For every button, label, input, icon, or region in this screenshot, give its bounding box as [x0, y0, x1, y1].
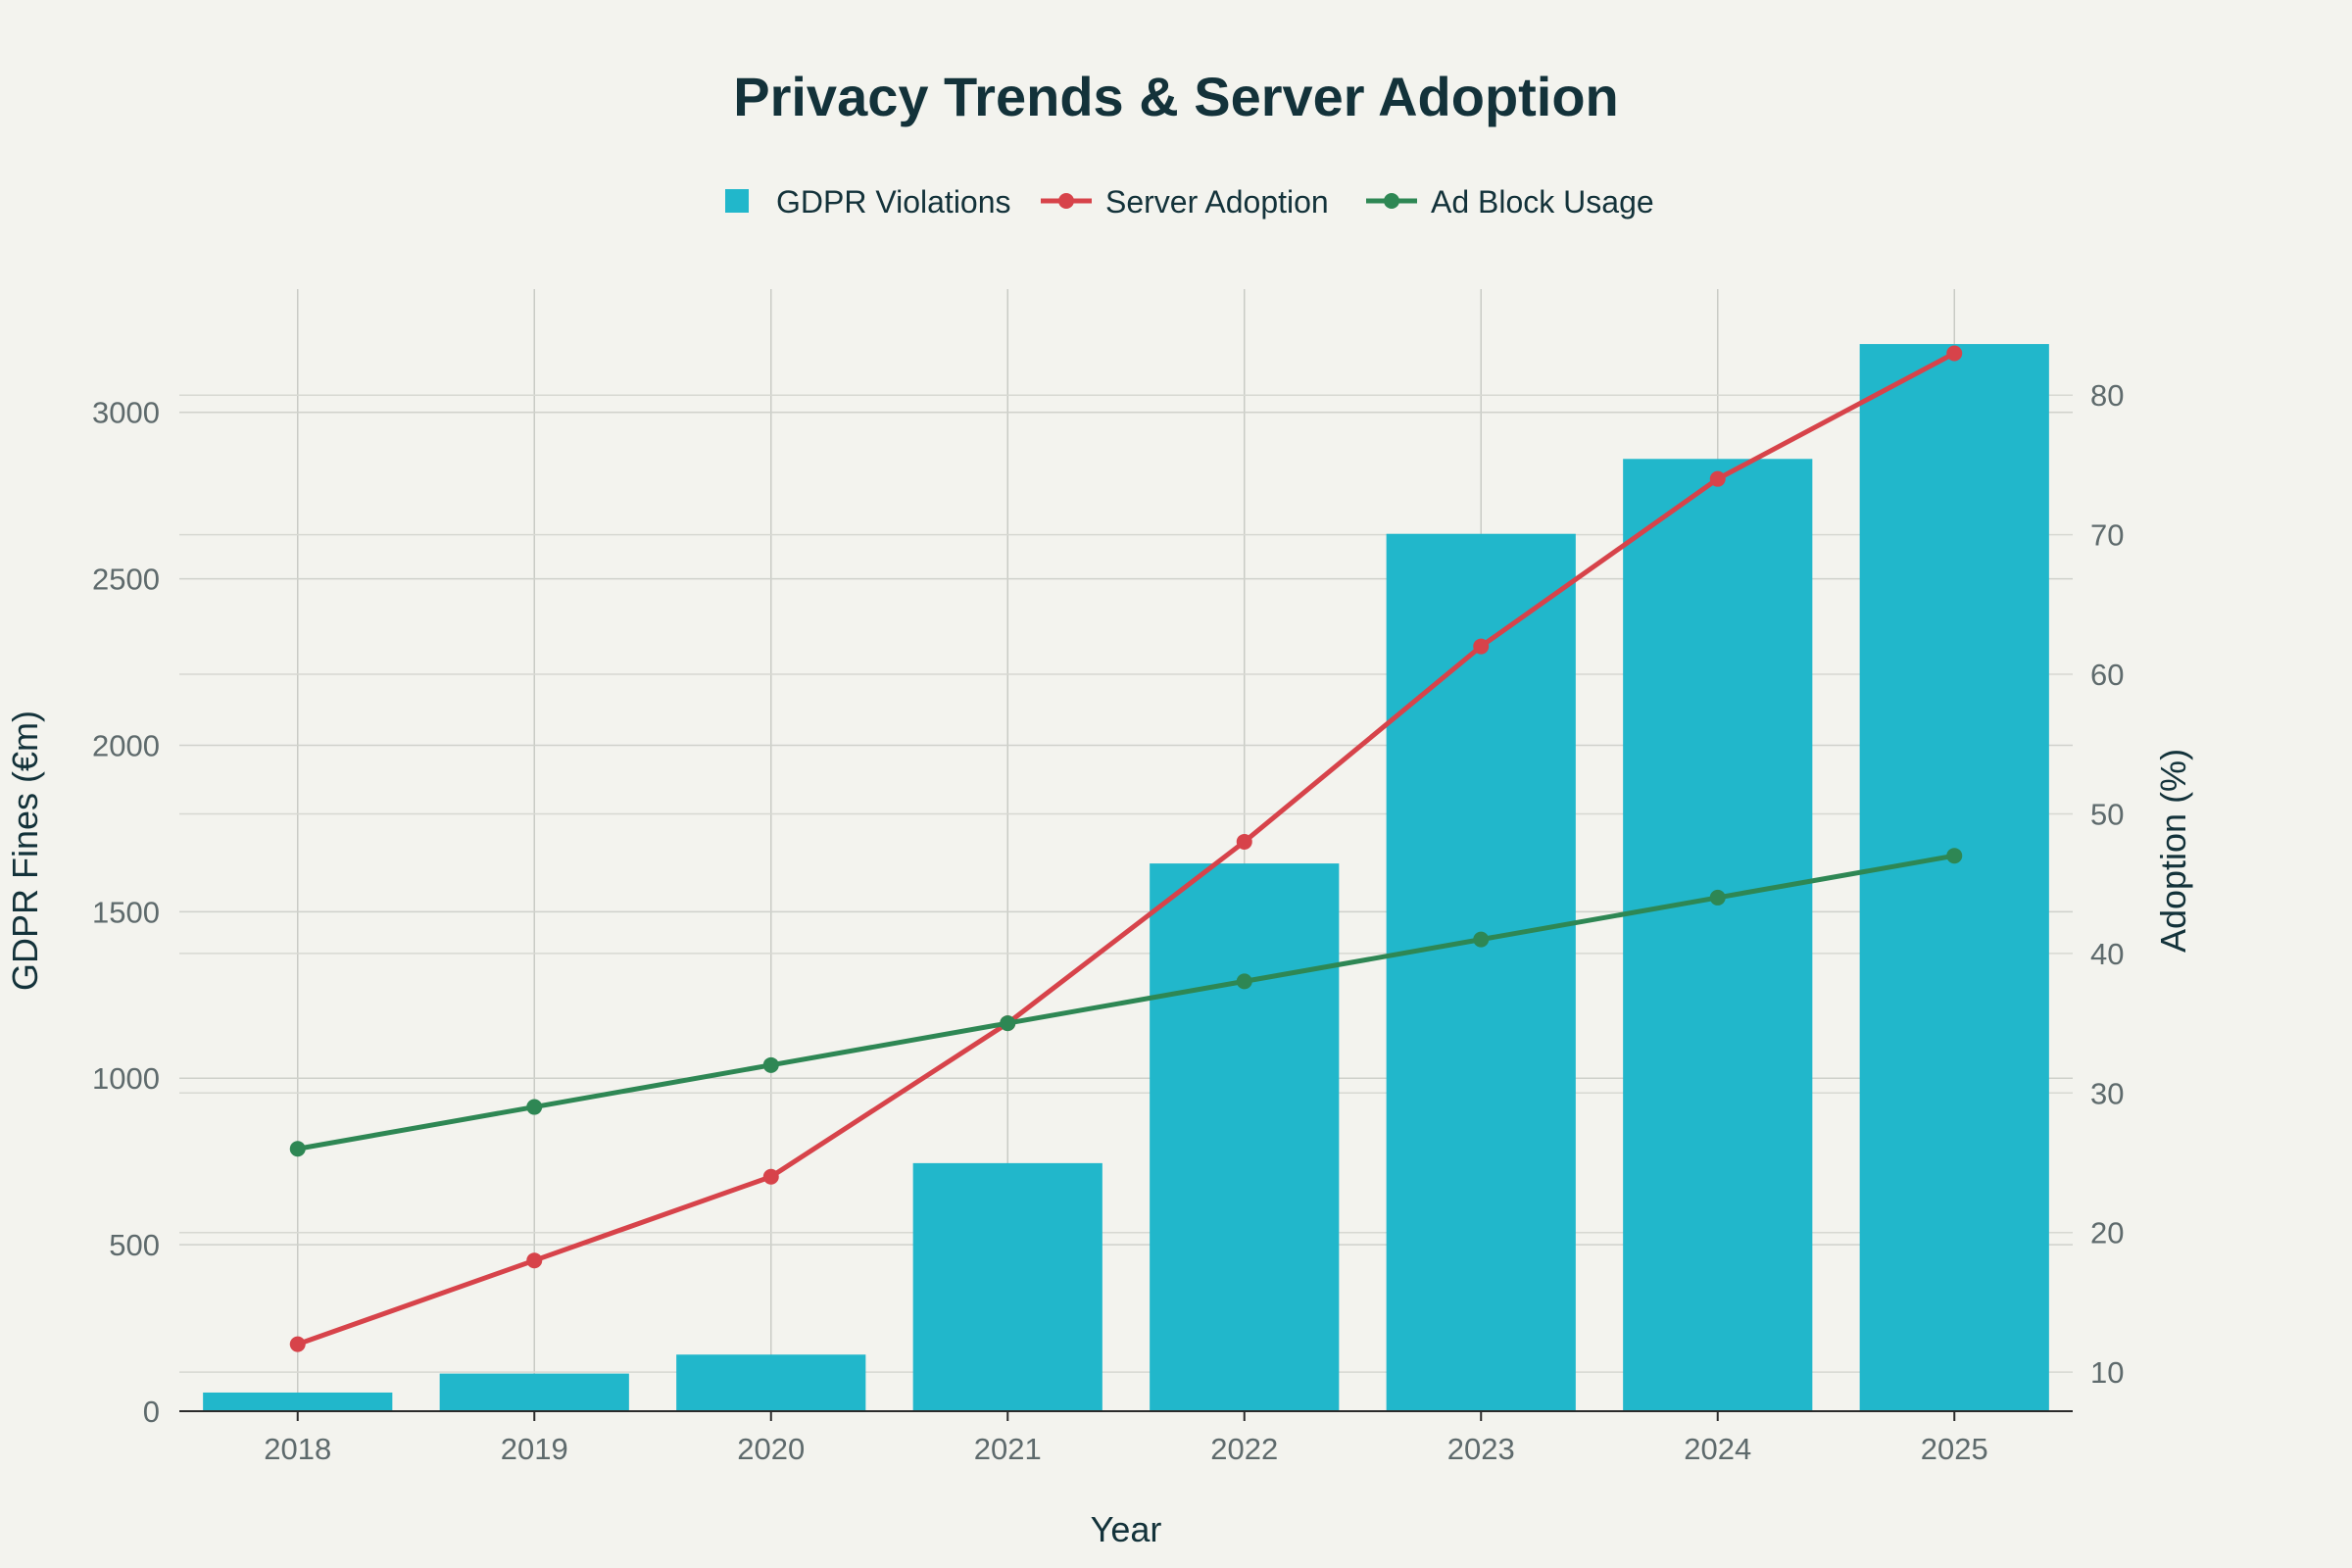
y2-tick-label: 20 — [2090, 1216, 2124, 1250]
y-tick-label: 1500 — [92, 895, 160, 929]
legend-swatch — [725, 189, 749, 213]
data-point — [1473, 638, 1490, 655]
bar — [1623, 459, 1813, 1411]
bar — [1859, 344, 2049, 1412]
y-tick-label: 500 — [109, 1228, 160, 1262]
legend-marker — [1058, 193, 1074, 209]
x-tick-label: 2019 — [501, 1432, 568, 1466]
legend-marker — [1384, 193, 1399, 209]
y-tick-label: 0 — [143, 1395, 160, 1429]
data-point — [1000, 1015, 1016, 1032]
y2-tick-label: 10 — [2090, 1355, 2124, 1390]
series-line-server-adoption — [295, 351, 1957, 1348]
y2-tick-label: 30 — [2090, 1076, 2124, 1110]
line-series — [289, 345, 1963, 1352]
data-point — [289, 1141, 306, 1157]
bar — [912, 1162, 1102, 1411]
data-point — [526, 1252, 543, 1269]
data-point — [1946, 345, 1963, 362]
x-tick-label: 2025 — [1921, 1432, 1988, 1466]
data-point — [1473, 931, 1490, 948]
data-point — [526, 1099, 543, 1115]
y2-tick-label: 50 — [2090, 797, 2124, 831]
y-axis-title: GDPR Fines (€m) — [5, 710, 45, 991]
y-tick-label: 2500 — [92, 563, 160, 597]
y-tick-label: 1000 — [92, 1061, 160, 1096]
y-tick-label: 3000 — [92, 396, 160, 430]
data-point — [1236, 973, 1252, 990]
x-tick-label: 2018 — [264, 1432, 331, 1466]
data-point — [289, 1336, 306, 1352]
legend: GDPR Violations Server Adoption Ad Block U… — [725, 184, 1654, 220]
x-tick-label: 2022 — [1210, 1432, 1278, 1466]
legend-label: Ad Block Usage — [1431, 184, 1654, 220]
bar-series — [203, 344, 2049, 1412]
data-point — [1709, 889, 1726, 906]
y2-tick-label: 70 — [2090, 518, 2124, 553]
legend-item: Server Adoption — [1041, 184, 1329, 220]
y-tick-label: 2000 — [92, 728, 160, 762]
y2-axis-title: Adoption (%) — [2153, 749, 2193, 953]
data-point — [762, 1168, 779, 1185]
legend-label: Server Adoption — [1105, 184, 1329, 220]
data-point — [762, 1056, 779, 1073]
bar — [203, 1392, 393, 1411]
x-axis-title: Year — [1091, 1509, 1162, 1549]
data-point — [1946, 848, 1963, 864]
bar — [676, 1354, 866, 1411]
legend-item: Ad Block Usage — [1366, 184, 1654, 220]
data-point — [1236, 833, 1252, 850]
chart-title: Privacy Trends & Server Adoption — [733, 66, 1619, 127]
x-tick-label: 2024 — [1684, 1432, 1751, 1466]
bar — [439, 1373, 629, 1411]
axes: 0 500 1000 1500 2000 2500 3000 10 20 30 40 50 60 70 80… — [92, 378, 2124, 1466]
x-tick-label: 2021 — [974, 1432, 1042, 1466]
series-line-ad-block-usage — [295, 853, 1957, 1152]
legend-item: GDPR Violations — [725, 184, 1011, 220]
bar — [1386, 533, 1576, 1411]
legend-label: GDPR Violations — [776, 184, 1011, 220]
x-tick-label: 2023 — [1447, 1432, 1515, 1466]
data-point — [1709, 470, 1726, 487]
bar — [1150, 863, 1340, 1411]
y2-tick-label: 40 — [2090, 937, 2124, 971]
x-tick-label: 2020 — [737, 1432, 805, 1466]
y2-tick-label: 60 — [2090, 658, 2124, 692]
y2-tick-label: 80 — [2090, 378, 2124, 413]
